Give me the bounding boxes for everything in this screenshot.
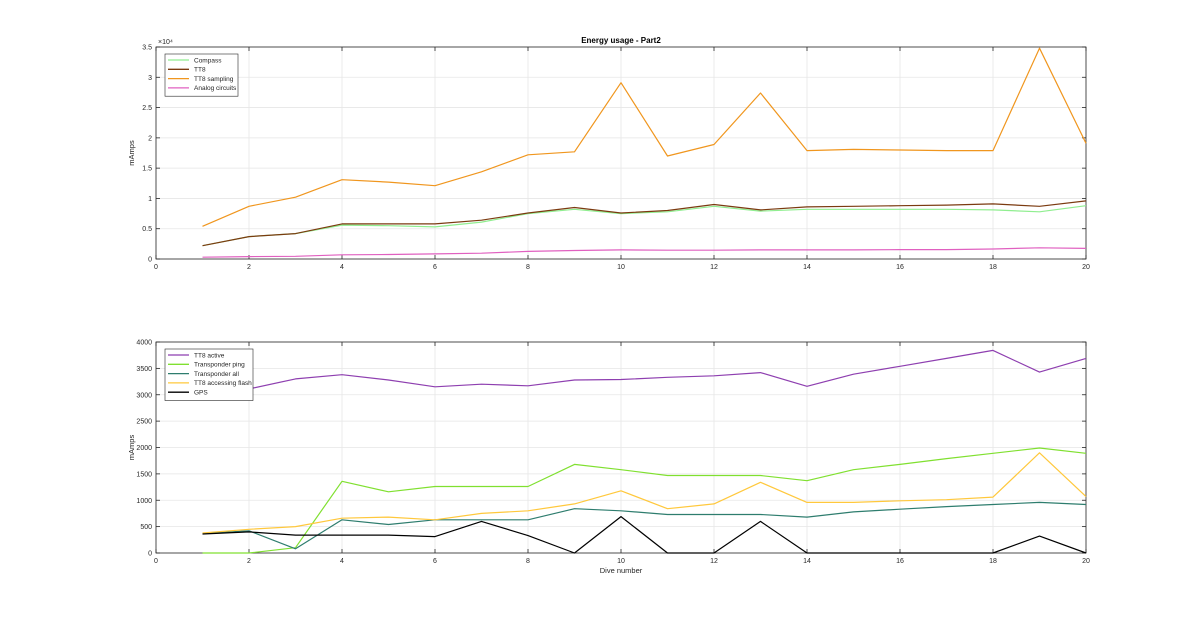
series-line-tt8 [202,200,1087,247]
series-line-tt8-active [202,349,1087,400]
series-line-transponder-ping [202,447,1087,554]
series-line-gps [202,515,1087,554]
legend-label: TT8 sampling [194,76,234,83]
x-tick-label: 18 [989,264,997,271]
x-tick-label: 8 [526,264,530,271]
x-tick-label: 14 [803,264,811,271]
x-tick-label: 10 [617,264,625,271]
x-tick-label: 12 [710,558,718,565]
legend-label: GPS [194,390,208,397]
x-tick-label: 8 [526,558,530,565]
legend-label: Transponder all [194,371,239,378]
y-tick-label: 1500 [136,471,152,478]
y-tick-label: 0 [148,257,152,264]
legend-label: Analog circuits [194,85,237,92]
y-tick-label: 0.5 [142,226,152,233]
legend-label: TT8 active [194,352,225,359]
x-tick-label: 6 [433,558,437,565]
series-line-tt8-accessing-flash [202,452,1087,534]
y-exponent-label: ×10⁴ [158,39,173,46]
legend-label: TT8 accessing flash [194,380,252,387]
y-tick-label: 0 [148,551,152,558]
series-line-compass [202,205,1087,247]
x-tick-label: 2 [247,264,251,271]
y-tick-label: 1 [148,196,152,203]
chart-title: Energy usage - Part2 [581,36,661,45]
x-tick-label: 6 [433,264,437,271]
x-tick-label: 0 [154,264,158,271]
legend-box [164,53,239,97]
y-tick-label: 3.5 [142,45,152,52]
series-line-tt8-sampling [202,47,1087,227]
y-tick-label: 3 [148,75,152,82]
series-line-transponder-all [202,501,1087,550]
y-tick-label: 1.5 [142,166,152,173]
x-tick-label: 0 [154,558,158,565]
legend-label: Transponder ping [194,362,245,369]
y-tick-label: 2 [148,135,152,142]
x-tick-label: 16 [896,558,904,565]
legend-label: Compass [194,57,222,64]
x-tick-label: 4 [340,558,344,565]
x-tick-label: 20 [1082,264,1090,271]
y-tick-label: 3000 [136,392,152,399]
y-tick-label: 3500 [136,366,152,373]
y-tick-label: 2500 [136,419,152,426]
x-tick-label: 10 [617,558,625,565]
y-tick-label: 4000 [136,340,152,347]
y-axis-label: mAmps [127,435,136,461]
y-tick-label: 1000 [136,498,152,505]
x-tick-label: 4 [340,264,344,271]
y-tick-label: 2000 [136,445,152,452]
x-tick-label: 14 [803,558,811,565]
legend-label: TT8 [194,67,206,74]
y-axis-label: mAmps [127,140,136,166]
x-axis-label: Dive number [600,566,643,575]
x-tick-label: 18 [989,558,997,565]
x-tick-label: 16 [896,264,904,271]
series-line-analog-circuits [202,247,1087,258]
legend: Compass TT8 TT8 sampling Analog circuits [164,53,239,97]
y-tick-label: 500 [140,524,152,531]
x-tick-label: 12 [710,264,718,271]
chart-panel-1: 0 2 4 6 8 10 12 14 16 18 20 0 0.5 1 1.5 2 2.5 3 3.5 ×10⁴ Ene… [127,36,1090,271]
legend: TT8 active Transponder ping Transponder al… [164,348,254,401]
x-tick-label: 20 [1082,558,1090,565]
chart-panel-2: 0 2 4 6 8 10 12 14 16 18 20 0 500 1000 1500 2000 2500 300… [127,340,1090,576]
y-tick-label: 2.5 [142,105,152,112]
x-tick-label: 2 [247,558,251,565]
